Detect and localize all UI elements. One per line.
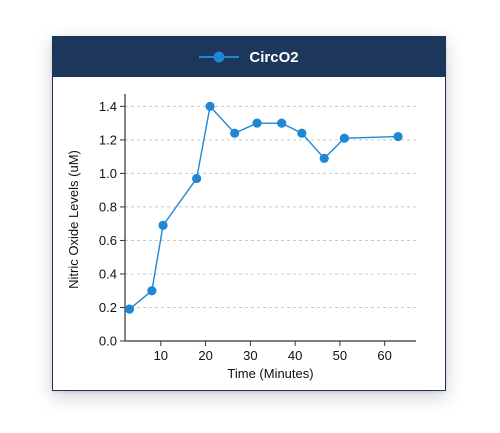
data-point-10[interactable] (339, 133, 349, 143)
x-tick-label-3: 40 (288, 348, 302, 363)
y-tick-label-7: 1.4 (99, 99, 117, 114)
data-point-4[interactable] (205, 101, 215, 111)
y-tick-label-5: 1.0 (99, 166, 117, 181)
y-tick-label-1: 0.2 (99, 300, 117, 315)
y-tick-label-3: 0.6 (99, 233, 117, 248)
data-point-11[interactable] (393, 131, 403, 142)
y-axis-title: Nitric Oxide Levels (uM) (66, 150, 81, 289)
legend-header: CircO2 (53, 37, 445, 77)
x-tick-label-4: 50 (333, 348, 347, 363)
legend-line-marker-icon (199, 51, 240, 63)
data-point-2[interactable] (158, 220, 168, 230)
data-point-7[interactable] (277, 118, 287, 128)
data-point-6[interactable] (252, 118, 262, 128)
series-line-0 (129, 104, 399, 310)
x-tick-label-5: 60 (377, 348, 391, 363)
legend-label: CircO2 (249, 48, 299, 66)
y-tick-label-2: 0.4 (99, 266, 117, 281)
data-point-0[interactable] (124, 304, 135, 314)
data-point-8[interactable] (297, 128, 307, 138)
x-tick-label-0: 10 (154, 348, 168, 363)
legend-item-circo2[interactable]: CircO2 (199, 48, 299, 66)
y-tick-label-6: 1.2 (99, 132, 117, 147)
y-tick-label-4: 0.8 (99, 199, 117, 214)
chart-card: CircO2 (52, 36, 446, 391)
x-axis-title: Time (Minutes) (227, 366, 313, 381)
x-tick-label-1: 20 (198, 348, 212, 363)
y-tick-label-0: 0.0 (99, 334, 117, 349)
x-tick-label-2: 30 (243, 348, 257, 363)
data-point-3[interactable] (192, 173, 202, 184)
data-point-9[interactable] (319, 153, 329, 163)
data-point-1[interactable] (147, 286, 157, 296)
data-point-5[interactable] (230, 128, 240, 138)
